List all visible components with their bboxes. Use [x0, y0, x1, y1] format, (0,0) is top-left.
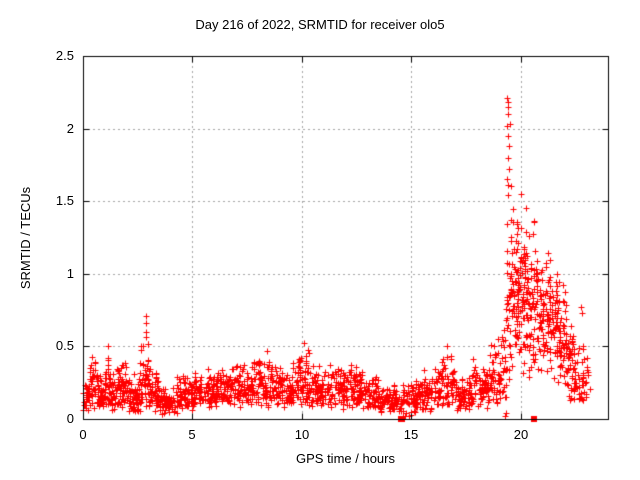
- y-tick-label: 0.5: [55, 338, 74, 353]
- y-tick-label: 2.5: [55, 48, 74, 63]
- x-tick-label: 15: [403, 427, 419, 442]
- y-tick-label: 0: [66, 411, 74, 426]
- y-tick-label: 1.5: [55, 193, 74, 208]
- y-tick-label: 1: [66, 266, 74, 281]
- x-tick-label: 0: [79, 427, 87, 442]
- x-tick-label: 20: [513, 427, 529, 442]
- x-tick-label: 5: [188, 427, 196, 442]
- x-axis-label: GPS time / hours: [296, 451, 395, 466]
- y-tick-label: 2: [66, 121, 74, 136]
- x-tick-label: 10: [294, 427, 310, 442]
- chart-title: Day 216 of 2022, SRMTID for receiver olo…: [195, 17, 445, 32]
